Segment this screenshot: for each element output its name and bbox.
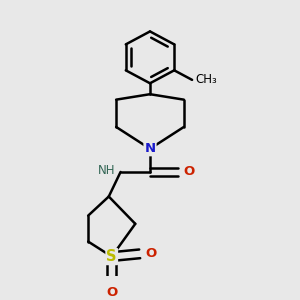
Text: S: S bbox=[106, 249, 117, 264]
Text: N: N bbox=[144, 142, 156, 155]
Text: NH: NH bbox=[98, 164, 115, 177]
Text: O: O bbox=[145, 247, 156, 260]
Text: O: O bbox=[183, 166, 194, 178]
Text: O: O bbox=[106, 286, 117, 299]
Text: CH₃: CH₃ bbox=[196, 74, 217, 86]
